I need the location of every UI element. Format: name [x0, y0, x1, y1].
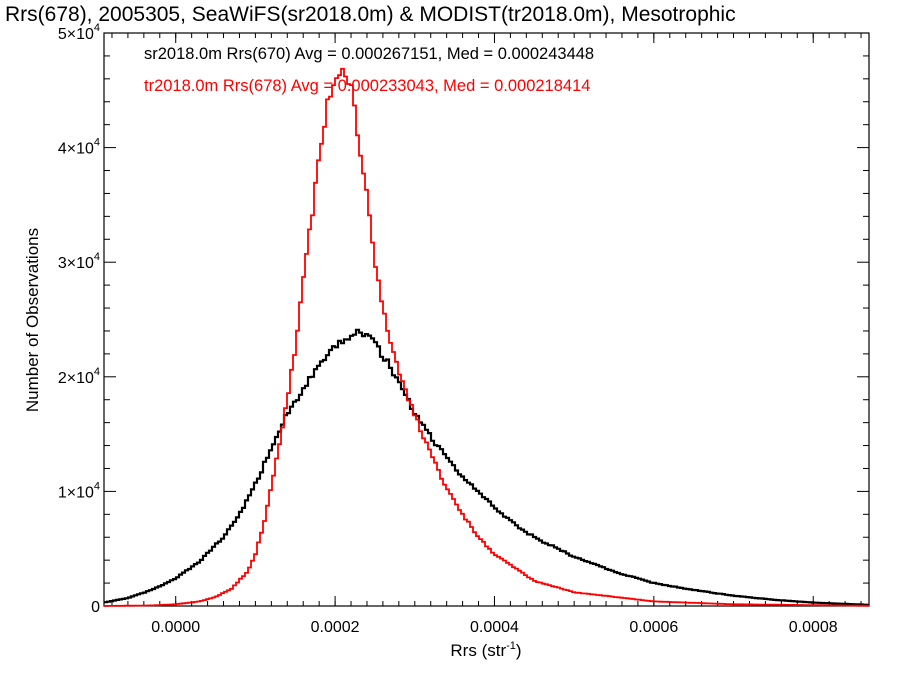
y-tick-label: 0 [91, 599, 100, 616]
annotation-black: sr2018.0m Rrs(670) Avg = 0.000267151, Me… [144, 45, 594, 63]
x-axis-label: Rrs (str-1) [450, 640, 521, 660]
y-tick-label: 3×104 [58, 251, 100, 272]
x-tick-label: 0.0000 [151, 619, 200, 636]
x-tick-label: 0.0006 [629, 619, 678, 636]
plot-frame [103, 32, 870, 607]
chart-title: Rrs(678), 2005305, SeaWiFS(sr2018.0m) & … [5, 3, 736, 26]
y-axis-ticks: 0 1×104 2×104 3×104 4×104 5×104 [58, 22, 869, 616]
x-tick-label: 0.0004 [470, 619, 519, 636]
series-line-1 [104, 67, 869, 607]
y-axis-label: Number of Observations [23, 228, 42, 412]
series-lines [104, 67, 869, 607]
series-line-0 [104, 328, 869, 606]
y-tick-label: 2×104 [58, 366, 100, 387]
y-tick-label: 5×104 [58, 22, 100, 43]
x-tick-label: 0.0008 [789, 619, 838, 636]
x-tick-label: 0.0002 [311, 619, 360, 636]
y-tick-label: 1×104 [58, 480, 100, 501]
y-tick-label: 4×104 [58, 137, 100, 158]
annotation-red: tr2018.0m Rrs(678) Avg = 0.000233043, Me… [144, 77, 590, 95]
x-axis-ticks: 0.0000 0.0002 0.0004 0.0006 0.0008 [111, 33, 862, 636]
